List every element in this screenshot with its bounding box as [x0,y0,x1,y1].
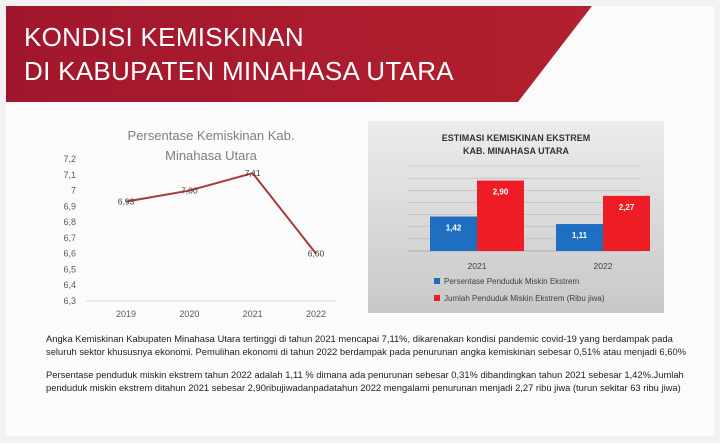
y-tick-label: 7,1 [63,170,76,180]
legend-label: Persentase Penduduk Miskin Ekstrem [444,277,580,286]
y-tick-label: 7 [71,186,76,196]
bar-data-label: 2,27 [619,203,635,212]
description-paragraph-1: Angka Kemiskinan Kabupaten Minahasa Utar… [46,333,686,357]
bar-chart-title-1: ESTIMASI KEMISKINAN EKSTREM [442,133,591,143]
line-chart-title-1: Persentase Kemiskinan Kab. [128,128,295,143]
page-title-line1: KONDISI KEMISKINAN [24,22,304,52]
y-tick-label: 6,9 [63,201,76,211]
line-chart-title-2: Minahasa Utara [165,148,258,163]
y-tick-label: 6,5 [63,264,76,274]
line-data-label: 6,93 [118,197,135,207]
page-title-line2: DI KABUPATEN MINAHASA UTARA [24,56,454,86]
description-paragraph-2: Persentase penduduk miskin ekstrem tahun… [46,369,684,393]
line-data-label: 6,60 [308,249,325,259]
bar-chart-title-2: KAB. MINAHASA UTARA [463,146,569,156]
legend-swatch [434,295,440,301]
y-tick-label: 6,4 [63,280,76,290]
y-tick-label: 6,3 [63,296,76,306]
x-tick-label: 2021 [243,309,263,319]
y-tick-label: 6,6 [63,249,76,259]
x-tick-label: 2022 [306,309,326,319]
title-banner: KONDISI KEMISKINAN DI KABUPATEN MINAHASA… [6,6,714,102]
y-tick-label: 6,8 [63,217,76,227]
poverty-line-chart: Persentase Kemiskinan Kab. Minahasa Utar… [63,128,336,319]
line-data-label: 7,11 [245,168,261,178]
bar-data-label: 1,11 [572,231,588,240]
line-data-label: 7,00 [181,186,198,196]
extreme-poverty-bar-chart: ESTIMASI KEMISKINAN EKSTREM KAB. MINAHAS… [368,121,664,313]
bar-x-tick-label: 2022 [594,261,613,271]
bar [430,216,477,251]
bar-x-tick-label: 2021 [468,261,487,271]
bar-data-label: 2,90 [493,188,509,197]
banner-shape [6,6,592,102]
x-tick-label: 2019 [116,309,136,319]
bar-data-label: 1,42 [446,224,462,233]
x-tick-label: 2020 [179,309,199,319]
y-tick-label: 6,7 [63,233,76,243]
slide: KONDISI KEMISKINAN DI KABUPATEN MINAHASA… [6,6,714,436]
legend-label: Jumlah Penduduk Miskin Ekstrem (Ribu jiw… [444,294,605,303]
bar [477,180,524,251]
y-tick-label: 7,2 [63,154,76,164]
poverty-series-line [125,172,317,255]
bar [603,195,650,251]
bar [556,224,603,251]
legend-swatch [434,278,440,284]
